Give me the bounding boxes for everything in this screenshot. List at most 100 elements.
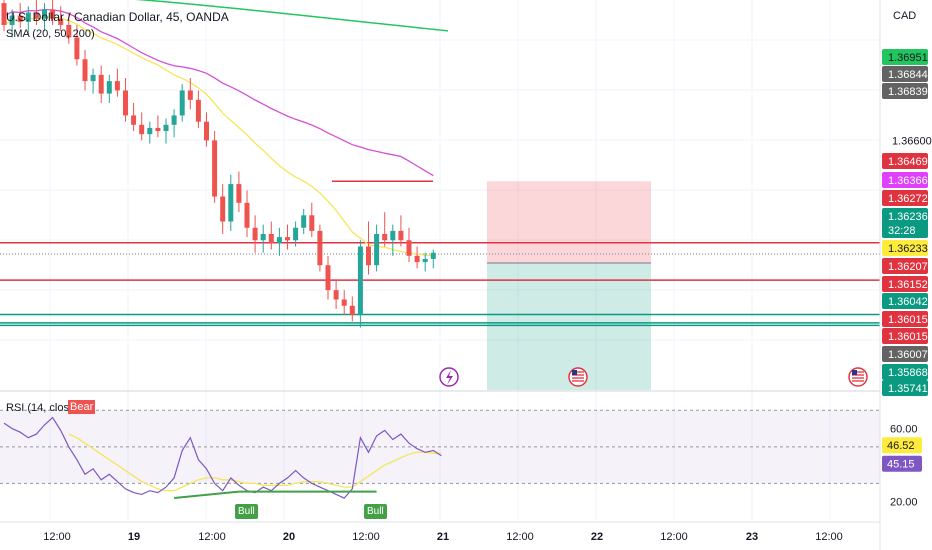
candle-body — [179, 90, 185, 116]
candle-body — [398, 230, 404, 241]
price-label: 1.36233 — [888, 243, 928, 255]
candle-body — [163, 124, 169, 132]
price-label: 32:28 — [888, 225, 916, 237]
candle-body — [276, 237, 282, 244]
rsi-pane[interactable] — [0, 409, 880, 500]
candle-body — [228, 184, 234, 222]
sma-50-line — [3, 8, 434, 177]
candle-body — [220, 196, 226, 222]
time-tick: 20 — [283, 531, 295, 543]
candle-body — [123, 90, 128, 116]
candle-body — [390, 230, 396, 241]
candle-body — [82, 59, 88, 82]
price-label: 1.36007 — [888, 349, 928, 361]
price-label: 1.36207 — [888, 261, 928, 273]
candle-body — [90, 74, 96, 82]
price-label: 1.36236 — [888, 211, 928, 223]
candle-body — [74, 37, 80, 60]
candle-body — [155, 127, 161, 132]
price-label: 1.36951 — [888, 52, 928, 64]
time-axis[interactable]: 12:00 19 12:00 20 12:00 21 12:00 22 12:00 23 12:00 — [0, 521, 880, 543]
rsi-tick: 60.00 — [890, 424, 918, 436]
time-tick: 21 — [437, 531, 449, 543]
candle-body — [139, 124, 145, 135]
price-label: 1.36469 — [888, 156, 928, 168]
candle-body — [341, 299, 347, 306]
time-tick: 19 — [128, 531, 140, 543]
rsi-value-bg — [882, 437, 922, 454]
candle-body — [268, 234, 274, 244]
sma-20-line — [3, 16, 434, 257]
take-profit-zone — [487, 263, 651, 390]
price-label: 1.35741 — [888, 383, 928, 395]
price-label-bg — [882, 311, 928, 327]
price-label-bg — [882, 346, 928, 362]
candle-body — [212, 140, 218, 197]
currency-label[interactable]: CAD — [893, 10, 917, 22]
candle-body — [252, 227, 258, 241]
sma-200-line — [135, 0, 449, 32]
flag-canton — [852, 370, 857, 375]
candlestick-series — [1, 0, 436, 328]
price-label: 1.36839 — [888, 86, 928, 98]
candle-body — [9, 15, 15, 25]
price-label-bg — [882, 153, 928, 169]
candle-body — [98, 74, 104, 94]
candle-body — [333, 290, 339, 300]
candle-body — [349, 305, 355, 316]
price-label-bg — [882, 380, 928, 396]
price-label: 1.36366 — [888, 175, 928, 187]
price-label-bg — [882, 293, 928, 309]
price-label: 1.35868 — [888, 367, 928, 379]
rsi-line — [3, 416, 442, 499]
candle-body — [58, 18, 64, 25]
risk-reward-tool[interactable] — [487, 181, 651, 390]
indicator-label[interactable]: SMA (20, 50, 200) — [6, 28, 95, 40]
time-tick: 22 — [591, 531, 603, 543]
candle-body — [114, 81, 120, 91]
rsi-value-label: 45.15 — [887, 459, 915, 471]
price-axis[interactable]: 1.36600 1.36951 1.36844 1.36839 1.36469 1.363… — [879, 0, 932, 550]
candle-body — [406, 240, 412, 256]
price-label: 1.36042 — [888, 296, 928, 308]
us-flag-event-icon — [848, 367, 868, 387]
price-label-bg — [882, 66, 928, 82]
candle-body — [414, 255, 420, 263]
price-label-bg — [882, 240, 928, 256]
lightning-glyph — [446, 370, 453, 385]
bull-divergence-label-1: Bull — [235, 504, 258, 519]
price-label-bg — [882, 258, 928, 274]
candle-body — [301, 215, 307, 228]
rsi-value-bg — [882, 455, 922, 472]
candle-body — [17, 15, 23, 22]
candle-body — [374, 234, 380, 266]
symbol-title[interactable]: U.S. Dollar / Canadian Dollar, 45, OANDA — [6, 10, 229, 24]
candle-body — [260, 234, 266, 241]
candle-body — [293, 227, 299, 241]
price-label: 1.36272 — [888, 193, 928, 205]
price-label: 1.36844 — [888, 69, 928, 81]
candle-body — [357, 246, 363, 316]
flag-canton — [572, 370, 577, 375]
price-label-bg — [882, 328, 928, 344]
bull-divergence-label-2: Bull — [364, 504, 387, 519]
time-tick: 12:00 — [506, 531, 534, 543]
price-label: 1.36015 — [888, 314, 928, 326]
price-label-bg — [882, 172, 928, 188]
horizontal-levels[interactable] — [0, 180, 880, 327]
price-label-bg — [882, 83, 928, 99]
event-markers[interactable] — [439, 367, 868, 387]
candle-body — [285, 237, 290, 241]
price-tick: 1.36600 — [892, 135, 932, 147]
rsi-tick: 20.00 — [890, 497, 918, 509]
price-label-bg — [882, 364, 928, 380]
candle-body — [204, 121, 209, 141]
candle-body — [42, 9, 47, 19]
moving-averages — [3, 0, 449, 257]
candle-body — [430, 252, 436, 259]
rsi-value-label: 46.52 — [887, 440, 915, 452]
candle-body — [25, 12, 31, 22]
rsi-label[interactable]: RSI (14, close) — [6, 402, 79, 414]
